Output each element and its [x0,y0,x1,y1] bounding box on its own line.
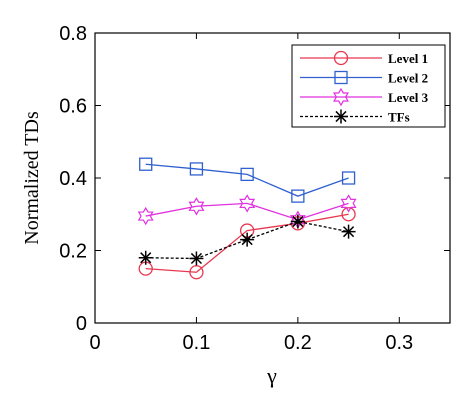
data-point [341,171,356,185]
legend-label: Level 2 [388,71,428,86]
y-tick-label: 0.4 [59,168,87,190]
x-tick-label: 0.3 [385,332,413,354]
y-tick-label: 0.6 [59,96,87,118]
data-point [340,194,357,213]
data-point [139,157,153,171]
legend-marker [333,50,349,66]
legend-item: Level 2 [300,71,428,86]
y-tick-label: 0.8 [59,23,87,45]
data-point [240,167,254,182]
data-point [189,162,204,176]
series-line [145,220,349,260]
legend-label: TFs [388,110,410,125]
legend: Level 1 Level 2 Level 3 TFs [291,44,446,128]
legend-label: Level 3 [388,90,429,105]
legend-marker [334,70,348,85]
series-tfs [138,214,356,266]
data-point [138,250,153,265]
x-tick-label: 0.2 [284,332,312,354]
series-layer [137,157,357,280]
y-tick-label: 0.2 [59,241,87,263]
series-line [145,213,349,273]
data-point [239,194,256,213]
data-point [189,265,204,280]
series-line [145,202,349,221]
y-axis-ticks: 0 0.2 0.4 0.6 0.8 [59,23,450,335]
y-tick-label: 0 [76,313,87,335]
legend-label: Level 1 [388,51,428,66]
legend-marker [333,87,349,107]
y-axis-label: Normalized TDs [21,111,43,245]
data-point [189,251,204,266]
legend-item: Level 3 [300,87,429,107]
data-point [137,206,154,226]
data-point [341,224,356,239]
x-tick-label: 0 [89,332,100,354]
legend-item: Level 1 [300,50,428,66]
legend-marker [334,109,348,124]
x-axis-ticks: 0 0.1 0.2 0.3 [89,33,413,354]
x-tick-label: 0.1 [183,332,211,354]
data-point [291,189,305,203]
data-point [240,232,255,247]
series-line [145,163,349,197]
legend-box [291,44,446,128]
x-axis-label: γ [266,363,277,388]
legend-item: TFs [300,109,410,125]
series-level-2 [139,157,356,203]
data-point [290,214,305,229]
legend-items: Level 1 Level 2 Level 3 TFs [300,50,429,125]
data-point [188,197,205,216]
data-point [341,207,356,222]
